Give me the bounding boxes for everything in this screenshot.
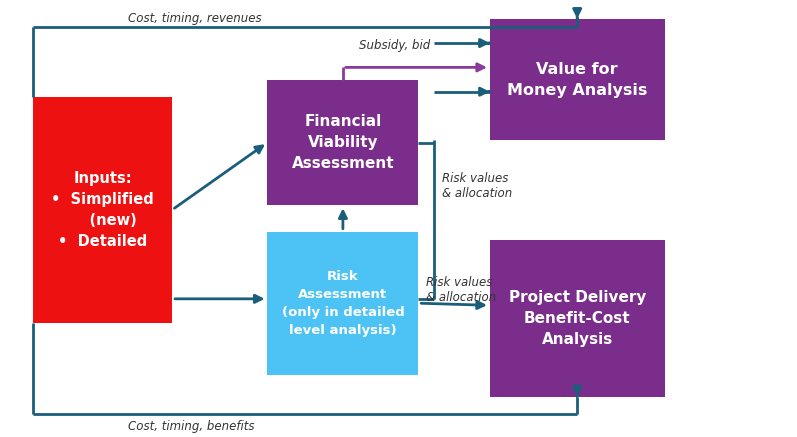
FancyBboxPatch shape [490, 19, 665, 140]
Text: Cost, timing, revenues: Cost, timing, revenues [128, 12, 262, 25]
FancyBboxPatch shape [268, 232, 418, 375]
Text: Risk
Assessment
(only in detailed
level analysis): Risk Assessment (only in detailed level … [281, 270, 404, 336]
Text: Financial
Viability
Assessment: Financial Viability Assessment [292, 114, 395, 171]
Text: Subsidy, bid: Subsidy, bid [359, 39, 430, 52]
Text: Value for
Money Analysis: Value for Money Analysis [507, 62, 647, 97]
FancyBboxPatch shape [490, 240, 665, 396]
Text: Risk values
& allocation: Risk values & allocation [442, 172, 512, 200]
FancyBboxPatch shape [268, 80, 418, 205]
Text: Risk values
& allocation: Risk values & allocation [426, 276, 497, 304]
FancyBboxPatch shape [33, 97, 172, 323]
Text: Cost, timing, benefits: Cost, timing, benefits [128, 420, 255, 434]
Text: Inputs:
•  Simplified
    (new)
•  Detailed: Inputs: • Simplified (new) • Detailed [51, 171, 154, 249]
Text: Project Delivery
Benefit-Cost
Analysis: Project Delivery Benefit-Cost Analysis [508, 290, 646, 347]
